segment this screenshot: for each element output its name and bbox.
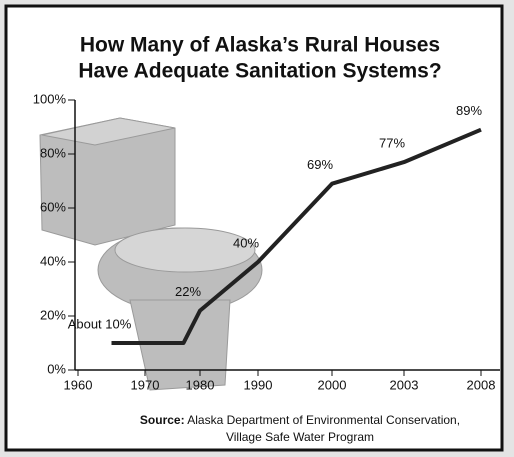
x-tick-label: 1980 bbox=[186, 377, 215, 392]
y-tick-label: 20% bbox=[40, 307, 66, 322]
source-label: Source: bbox=[140, 413, 185, 427]
chart-title: Have Adequate Sanitation Systems? bbox=[78, 60, 441, 83]
y-tick-label: 40% bbox=[40, 253, 66, 268]
data-label: 69% bbox=[307, 157, 333, 172]
x-tick-label: 1990 bbox=[244, 377, 273, 392]
data-label: 22% bbox=[175, 284, 201, 299]
chart-title: How Many of Alaska’s Rural Houses bbox=[80, 34, 440, 57]
x-tick-label: 1960 bbox=[64, 377, 93, 392]
y-tick-label: 100% bbox=[33, 91, 67, 106]
y-tick-label: 60% bbox=[40, 199, 66, 214]
y-tick-label: 80% bbox=[40, 145, 66, 160]
data-label: About 10% bbox=[68, 316, 132, 331]
data-label: 89% bbox=[456, 103, 482, 118]
y-tick-label: 0% bbox=[47, 361, 66, 376]
x-tick-label: 2000 bbox=[318, 377, 347, 392]
x-tick-label: 2008 bbox=[467, 377, 496, 392]
source-text: Alaska Department of Environmental Conse… bbox=[187, 413, 460, 427]
source-text: Village Safe Water Program bbox=[226, 430, 374, 444]
data-label: 40% bbox=[233, 235, 259, 250]
data-line bbox=[111, 127, 482, 345]
x-tick-label: 1970 bbox=[131, 377, 160, 392]
data-label: 77% bbox=[379, 136, 405, 151]
source: Source: Alaska Department of Environment… bbox=[140, 413, 460, 427]
x-tick-label: 2003 bbox=[390, 377, 419, 392]
